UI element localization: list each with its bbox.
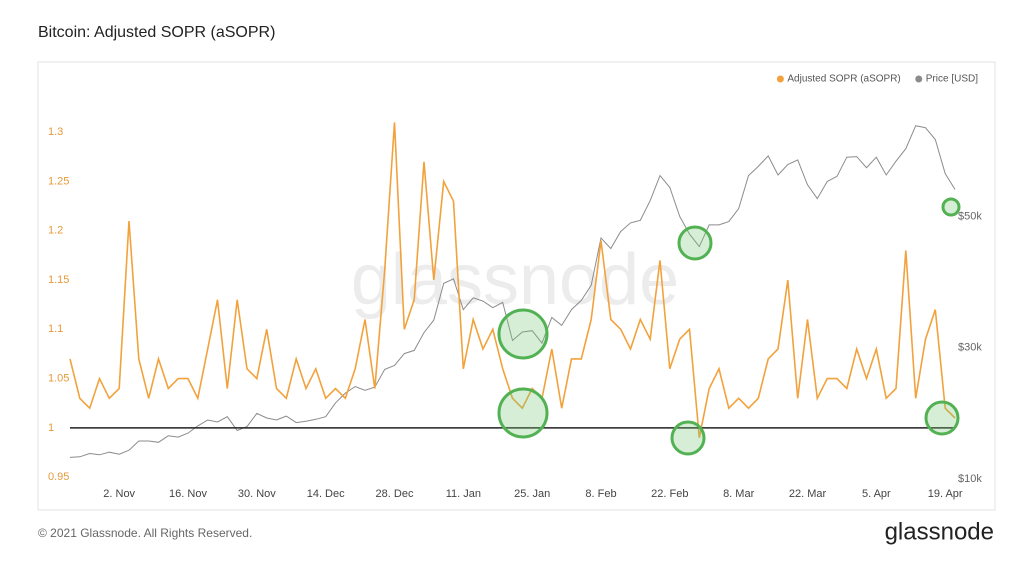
x-tick-label: 14. Dec [307,488,345,500]
legend-swatch [776,75,784,83]
y-tick-label: 1.15 [48,274,69,286]
annotation-circle [497,387,549,439]
chart-frame [37,61,996,511]
y-tick-label: 1.25 [48,175,69,187]
y-tick-label: 1.3 [48,126,63,138]
x-tick-label: 30. Nov [238,488,276,500]
legend-swatch [915,75,923,83]
annotation-circle [677,225,713,261]
x-tick-label: 8. Mar [723,488,755,500]
x-tick-label: 11. Jan [446,488,481,500]
y2-tick-label: $10k [958,473,982,485]
chart-title: Bitcoin: Adjusted SOPR (aSOPR) [38,24,275,41]
watermark: glassnode [351,240,679,320]
x-tick-label: 28. Dec [376,488,414,500]
legend-label: Adjusted SOPR (aSOPR) [787,74,900,85]
plot-area: 0.95 1 1.05 1.1 1.15 1.2 1.25 1.3 $10k $30k $50k 2.… [48,74,982,500]
brand-logo: glassnode [885,518,994,545]
series-line [69,125,956,458]
x-tick-label: 2. Nov [103,488,135,500]
annotation-circle [497,308,549,360]
y-tick-label: 1.2 [48,225,63,237]
x-tick-label: 8. Feb [585,488,616,500]
legend-label: Price [USD] [926,74,978,85]
y-tick-label: 1.1 [48,323,63,335]
footer: © 2021 Glassnode. All Rights Reserved. [38,526,252,540]
y2-tick-label: $30k [958,342,982,354]
annotation-circle [941,197,961,217]
y2-tick-label: $50k [958,210,982,222]
y-tick-label: 1.05 [48,373,69,385]
x-tick-label: 22. Feb [651,488,688,500]
y-tick-label: 0.95 [48,471,69,483]
x-tick-label: 16. Nov [169,488,207,500]
x-tick-label: 19. Apr [928,488,963,500]
y-tick-label: 1 [48,422,54,434]
series-line [69,122,956,438]
x-tick-label: 5. Apr [862,488,891,500]
x-tick-label: 25. Jan [514,488,550,500]
annotations [497,197,961,456]
x-tick-label: 22. Mar [789,488,827,500]
annotation-circle [670,420,706,456]
annotation-circle [924,400,960,436]
